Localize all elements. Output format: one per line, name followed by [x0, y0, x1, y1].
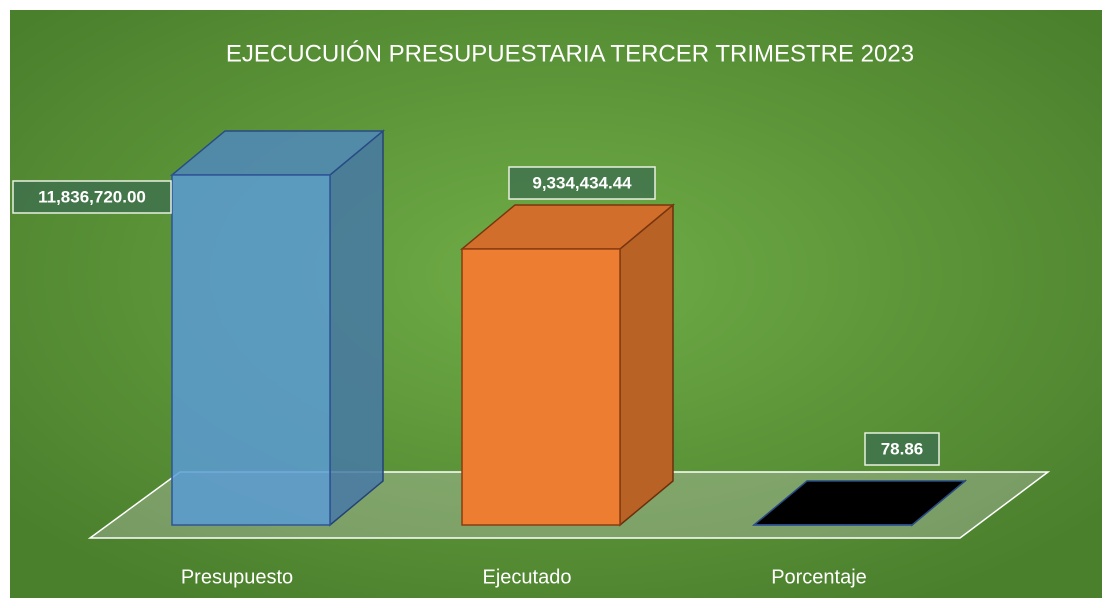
data-label-box — [508, 166, 656, 200]
bar-side — [329, 129, 384, 527]
data-label-box — [12, 180, 172, 214]
bar-front — [461, 248, 621, 526]
chart-title: EJECUCUIÓN PRESUPUESTARIA TERCER TRIMEST… — [226, 40, 914, 67]
x-tick-label: Porcentaje — [771, 566, 867, 588]
bar-front — [171, 174, 331, 526]
data-label: 9,334,434.44 — [532, 173, 632, 192]
x-tick-label: Presupuesto — [181, 566, 293, 588]
data-label: 78.86 — [881, 439, 924, 458]
data-label-box — [864, 432, 940, 466]
x-tick-label: Ejecutado — [483, 566, 572, 588]
bar-side — [619, 203, 674, 527]
data-label: 11,836,720.00 — [38, 187, 146, 206]
